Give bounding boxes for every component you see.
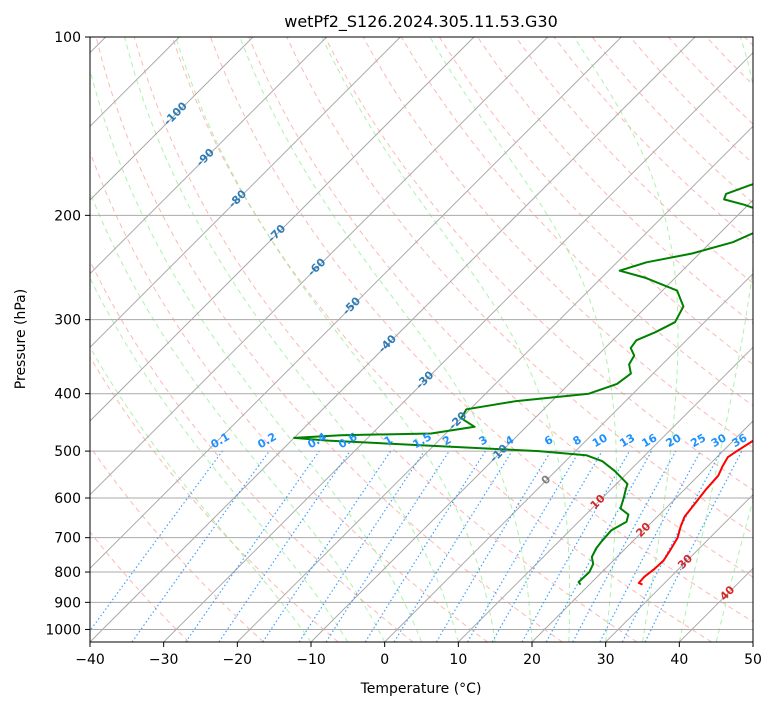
dry-adiabat <box>95 37 563 642</box>
x-tick-label: 50 <box>744 652 762 668</box>
dry-adiabat <box>515 37 753 284</box>
x-tick-label: 40 <box>670 652 688 668</box>
y-axis: 100 200 300 400 500 600 700 800 900 1000 <box>45 30 90 638</box>
dry-adiabat <box>90 445 264 642</box>
plot-area <box>90 37 753 642</box>
y-tick-label: 600 <box>54 491 81 507</box>
mixing-ratio-line <box>521 450 631 642</box>
mixing-ratio-line <box>131 450 270 642</box>
dewpoint-profile-line <box>293 183 753 586</box>
mixing-ratio-line <box>572 450 677 642</box>
x-axis-label: Temperature (°C) <box>360 681 482 697</box>
x-tick-label: 20 <box>523 652 541 668</box>
moist-adiabat <box>573 37 679 642</box>
dry-adiabat <box>400 37 753 407</box>
mixing-ratio-line <box>90 450 223 632</box>
isotherm-line <box>90 37 622 570</box>
y-tick-label: 700 <box>54 531 81 547</box>
y-tick-label: 400 <box>54 387 81 403</box>
x-axis: −40 −30 −20 −10 0 10 20 30 40 50 <box>75 642 762 668</box>
y-tick-label: 900 <box>54 595 81 611</box>
mixing-ratio-line <box>262 450 392 642</box>
y-tick-label: 800 <box>54 565 81 581</box>
isotherm-line <box>752 641 753 642</box>
isotherm-line <box>90 37 475 422</box>
x-tick-label: 30 <box>597 652 615 668</box>
dry-adiabat <box>90 356 339 642</box>
mixing-ratio-line <box>644 450 743 642</box>
isotherm-line <box>310 199 753 642</box>
mixing-ratio-line <box>185 450 320 642</box>
x-tick-label: −20 <box>223 652 253 668</box>
moist-adiabat <box>239 37 533 642</box>
dry-adiabat <box>171 37 712 642</box>
isotherm-line <box>163 51 753 642</box>
isotherm-line <box>236 125 753 642</box>
mixing-ratio-line <box>298 450 425 642</box>
isotherm-line <box>531 420 753 642</box>
isotherm-line <box>90 37 328 275</box>
mixing-ratio-line <box>545 450 653 642</box>
background-lines <box>90 37 753 642</box>
y-tick-label: 300 <box>54 313 81 329</box>
x-tick-label: −10 <box>296 652 326 668</box>
isotherm-line <box>457 346 753 642</box>
moist-adiabat <box>429 37 617 642</box>
y-axis-label: Pressure (hPa) <box>13 289 29 389</box>
mixing-ratio-line <box>393 450 513 642</box>
y-tick-label: 200 <box>54 208 81 224</box>
moist-adiabat <box>90 277 349 642</box>
moist-adiabat <box>321 37 571 642</box>
plot-frame <box>89 36 754 643</box>
x-tick-label: −40 <box>75 652 105 668</box>
dry-adiabat <box>90 531 190 642</box>
dry-adiabat <box>133 37 638 642</box>
isotherm-line <box>384 272 753 642</box>
x-tick-label: −30 <box>149 652 179 668</box>
y-tick-label: 500 <box>54 444 81 460</box>
mixing-ratio-line <box>218 450 351 642</box>
isotherm-line <box>90 37 696 642</box>
temperature-profile-line <box>637 439 753 586</box>
x-tick-label: 0 <box>380 652 389 668</box>
moist-adiabat <box>90 67 422 642</box>
isotherm-line <box>90 37 254 201</box>
y-tick-label: 1000 <box>45 622 81 638</box>
moist-adiabat <box>124 37 459 642</box>
moist-adiabat <box>90 190 386 642</box>
profile-lines <box>293 183 753 586</box>
dry-adiabat <box>210 37 753 623</box>
moist-adiabat <box>175 37 496 642</box>
isotherm-line <box>605 493 753 642</box>
chart-title: wetPf2_S126.2024.305.11.53.G30 <box>284 12 558 32</box>
y-tick-label: 100 <box>54 30 81 46</box>
moist-adiabat <box>90 346 312 642</box>
mixing-ratio-line <box>325 450 450 642</box>
isotherm-line <box>90 37 401 349</box>
isotherm-line <box>90 37 549 496</box>
dry-adiabat <box>438 37 753 366</box>
dry-adiabat <box>248 37 753 578</box>
x-tick-label: 10 <box>449 652 467 668</box>
dry-adiabat <box>90 150 488 642</box>
